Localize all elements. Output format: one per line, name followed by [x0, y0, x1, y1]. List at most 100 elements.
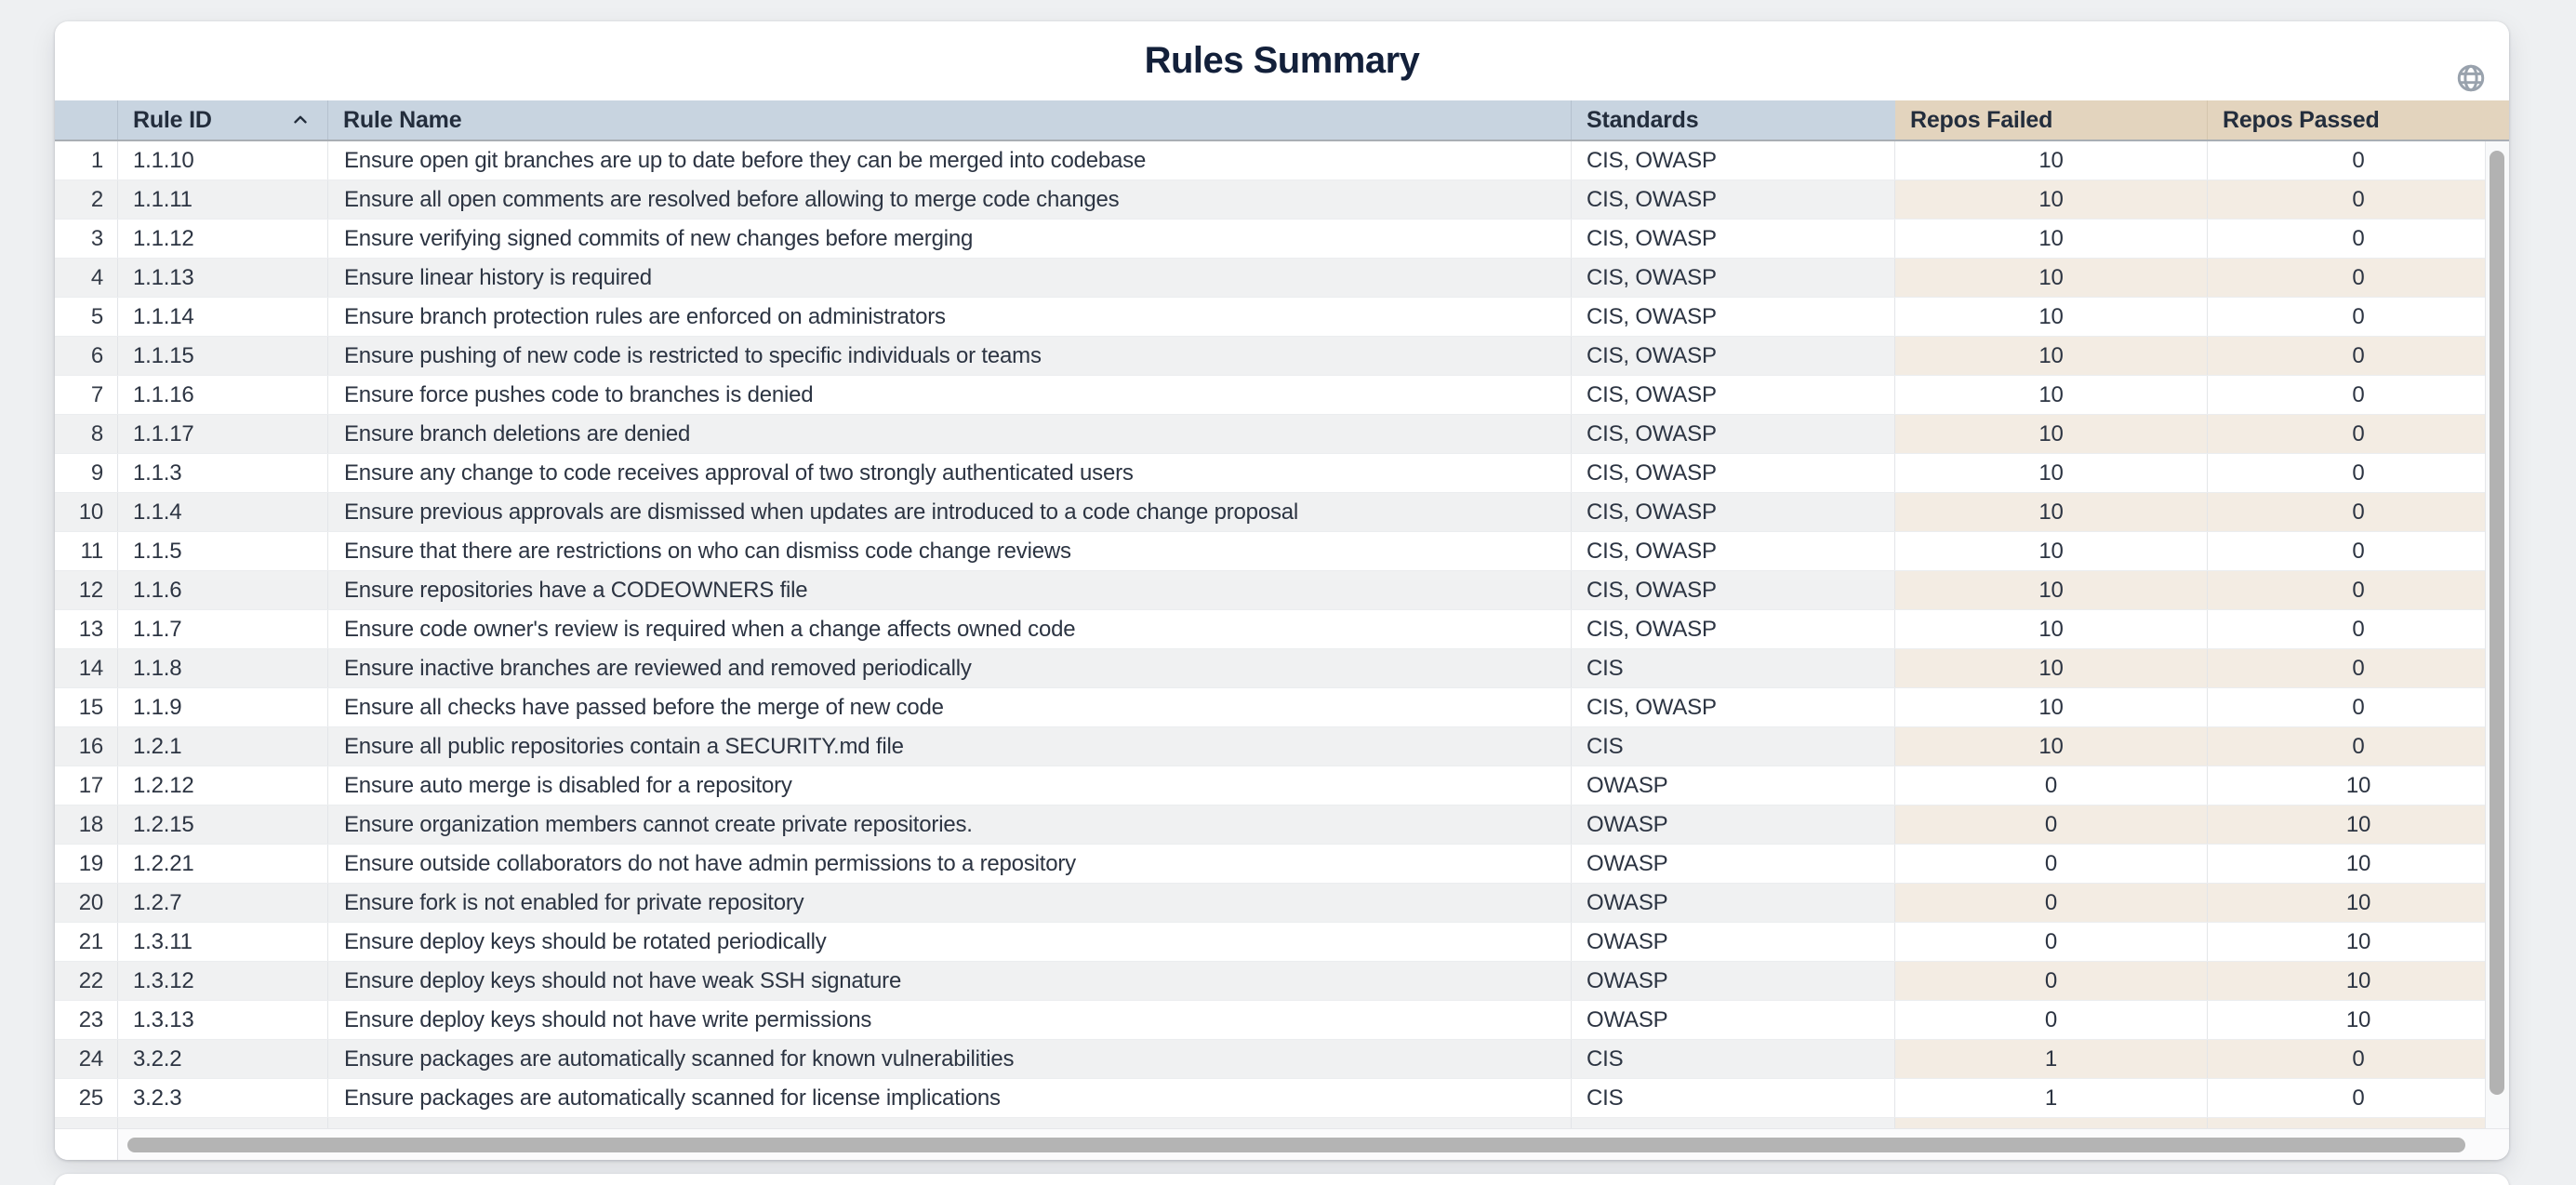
cell-rule-name: Ensure inactive branches are reviewed an…: [328, 649, 1572, 687]
cell-rule-id: 1.3.12: [118, 962, 328, 1000]
column-header-rule-name[interactable]: Rule Name: [328, 100, 1572, 140]
cell-repos-passed: 0: [2208, 688, 2509, 726]
horizontal-scrollbar[interactable]: [55, 1128, 2509, 1160]
cell-standards: OWASP: [1572, 884, 1895, 922]
page-title: Rules Summary: [1144, 40, 1420, 81]
cell-rule-name: Ensure outside collaborators do not have…: [328, 845, 1572, 883]
cell-row-number: 7: [55, 376, 118, 414]
globe-icon[interactable]: [2455, 62, 2487, 94]
cell-row-number: 6: [55, 337, 118, 375]
cell-repos-passed: 0: [2208, 727, 2509, 766]
column-header-repos-passed[interactable]: Repos Passed: [2208, 100, 2509, 140]
cell-repos-passed: 0: [2208, 649, 2509, 687]
cell-rule-id: 1.1.13: [118, 259, 328, 297]
cell-repos-passed: 0: [2208, 610, 2509, 648]
vertical-scrollbar[interactable]: [2485, 141, 2509, 1128]
cell-row-number: 18: [55, 806, 118, 844]
table-row: 13 1.1.7 Ensure code owner's review is req…: [55, 610, 2509, 649]
cell-rule-id: 1.1.17: [118, 415, 328, 453]
cell-rule-name: Ensure organization members cannot creat…: [328, 806, 1572, 844]
cell-standards: CIS, OWASP: [1572, 610, 1895, 648]
cell-rule-id: 1.1.3: [118, 454, 328, 492]
cell-repos-passed: 0: [2208, 220, 2509, 258]
cell-repos-passed: 0: [2208, 571, 2509, 609]
cell-repos-passed: [2208, 1118, 2509, 1128]
cell-repos-failed: 10: [1895, 727, 2208, 766]
cell-row-number: 15: [55, 688, 118, 726]
cell-repos-passed: 0: [2208, 180, 2509, 219]
column-header-label: Repos Failed: [1910, 106, 2053, 133]
cell-rule-id: 1.1.15: [118, 337, 328, 375]
cell-repos-failed: [1895, 1118, 2208, 1128]
card-header: Rules Summary: [55, 21, 2509, 100]
cell-repos-failed: 10: [1895, 259, 2208, 297]
cell-rule-id: 1.1.12: [118, 220, 328, 258]
table-row: 4 1.1.13 Ensure linear history is required…: [55, 259, 2509, 298]
cell-rule-id: 1.2.15: [118, 806, 328, 844]
cell-row-number: 16: [55, 727, 118, 766]
table-row: 20 1.2.7 Ensure fork is not enabled for pr…: [55, 884, 2509, 923]
cell-rule-name: Ensure pushing of new code is restricted…: [328, 337, 1572, 375]
table-row: 11 1.1.5 Ensure that there are restriction…: [55, 532, 2509, 571]
cell-repos-failed: 10: [1895, 337, 2208, 375]
cell-rule-id: 3.2.3: [118, 1079, 328, 1117]
cell-standards: CIS, OWASP: [1572, 571, 1895, 609]
cell-repos-passed: 0: [2208, 493, 2509, 531]
cell-rule-name: Ensure fork is not enabled for private r…: [328, 884, 1572, 922]
cell-rule-name: Ensure linear history is required: [328, 259, 1572, 297]
cell-rule-name: Ensure verifying signed commits of new c…: [328, 220, 1572, 258]
cell-repos-failed: 10: [1895, 493, 2208, 531]
table-header-row: Rule ID Rule Name Standards Repos Failed…: [55, 100, 2509, 141]
table-row: 1 1.1.10 Ensure open git branches are up t…: [55, 141, 2509, 180]
cell-rule-name: Ensure packages are automatically scanne…: [328, 1040, 1572, 1078]
cell-row-number: 24: [55, 1040, 118, 1078]
column-header-standards[interactable]: Standards: [1572, 100, 1895, 140]
cell-repos-passed: 10: [2208, 923, 2509, 961]
cell-rule-name: Ensure code owner's review is required w…: [328, 610, 1572, 648]
column-header-repos-failed[interactable]: Repos Failed: [1895, 100, 2208, 140]
cell-rule-name: Ensure deploy keys should not have write…: [328, 1001, 1572, 1039]
cell-repos-failed: 10: [1895, 298, 2208, 336]
cell-repos-failed: 10: [1895, 571, 2208, 609]
cell-row-number: 12: [55, 571, 118, 609]
cell-rule-name: Ensure force pushes code to branches is …: [328, 376, 1572, 414]
cell-rule-name: Ensure any change to code receives appro…: [328, 454, 1572, 492]
cell-standards: OWASP: [1572, 766, 1895, 805]
cell-repos-failed: 10: [1895, 180, 2208, 219]
cell-standards: CIS: [1572, 649, 1895, 687]
cell-rule-name: Ensure repositories have a CODEOWNERS fi…: [328, 571, 1572, 609]
cell-repos-failed: 1: [1895, 1079, 2208, 1117]
cell-repos-passed: 0: [2208, 259, 2509, 297]
cell-row-number: 19: [55, 845, 118, 883]
column-header-rule-id[interactable]: Rule ID: [118, 100, 328, 140]
chevron-up-icon: [294, 115, 307, 124]
table-row: 19 1.2.21 Ensure outside collaborators do …: [55, 845, 2509, 884]
cell-repos-failed: 0: [1895, 766, 2208, 805]
cell-repos-passed: 10: [2208, 845, 2509, 883]
cell-repos-failed: 0: [1895, 962, 2208, 1000]
table-row: 2 1.1.11 Ensure all open comments are reso…: [55, 180, 2509, 220]
cell-rule-id: 1.2.1: [118, 727, 328, 766]
horizontal-scrollbar-thumb[interactable]: [127, 1138, 2465, 1152]
cell-standards: CIS, OWASP: [1572, 376, 1895, 414]
cell-row-number: 13: [55, 610, 118, 648]
cell-standards: CIS, OWASP: [1572, 337, 1895, 375]
vertical-scrollbar-thumb[interactable]: [2490, 151, 2504, 1095]
cell-standards: CIS: [1572, 1040, 1895, 1078]
table-row: 12 1.1.6 Ensure repositories have a CODEOW…: [55, 571, 2509, 610]
cell-repos-failed: 0: [1895, 806, 2208, 844]
table-row: 10 1.1.4 Ensure previous approvals are dis…: [55, 493, 2509, 532]
cell-standards: CIS: [1572, 1079, 1895, 1117]
cell-repos-passed: 0: [2208, 415, 2509, 453]
cell-rule-name: Ensure branch deletions are denied: [328, 415, 1572, 453]
cell-repos-failed: 10: [1895, 610, 2208, 648]
cell-row-number: 3: [55, 220, 118, 258]
cell-standards: CIS, OWASP: [1572, 141, 1895, 180]
cell-rule-name: Ensure previous approvals are dismissed …: [328, 493, 1572, 531]
cell-row-number: 14: [55, 649, 118, 687]
cell-rule-id: 1.1.16: [118, 376, 328, 414]
column-header-label: Standards: [1587, 106, 1699, 133]
next-card-peek: [55, 1174, 2509, 1185]
cell-rule-name: Ensure all public repositories contain a…: [328, 727, 1572, 766]
